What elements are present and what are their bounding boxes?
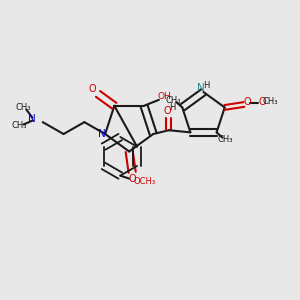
Text: OH: OH <box>158 92 172 101</box>
Text: CH₃: CH₃ <box>11 121 27 130</box>
Text: H: H <box>169 103 176 112</box>
Text: CH₃: CH₃ <box>262 97 278 106</box>
Text: CH₃: CH₃ <box>218 135 233 144</box>
Text: O: O <box>243 97 251 106</box>
Text: N: N <box>98 129 106 139</box>
Text: OCH₃: OCH₃ <box>134 177 156 186</box>
Text: N: N <box>28 114 35 124</box>
Text: O: O <box>89 84 97 94</box>
Text: H: H <box>203 81 210 90</box>
Text: O: O <box>258 97 266 106</box>
Text: N: N <box>197 83 204 94</box>
Text: O: O <box>164 106 171 116</box>
Text: O: O <box>128 174 136 184</box>
Text: CH₃: CH₃ <box>16 103 31 112</box>
Text: CH₃: CH₃ <box>166 95 181 104</box>
